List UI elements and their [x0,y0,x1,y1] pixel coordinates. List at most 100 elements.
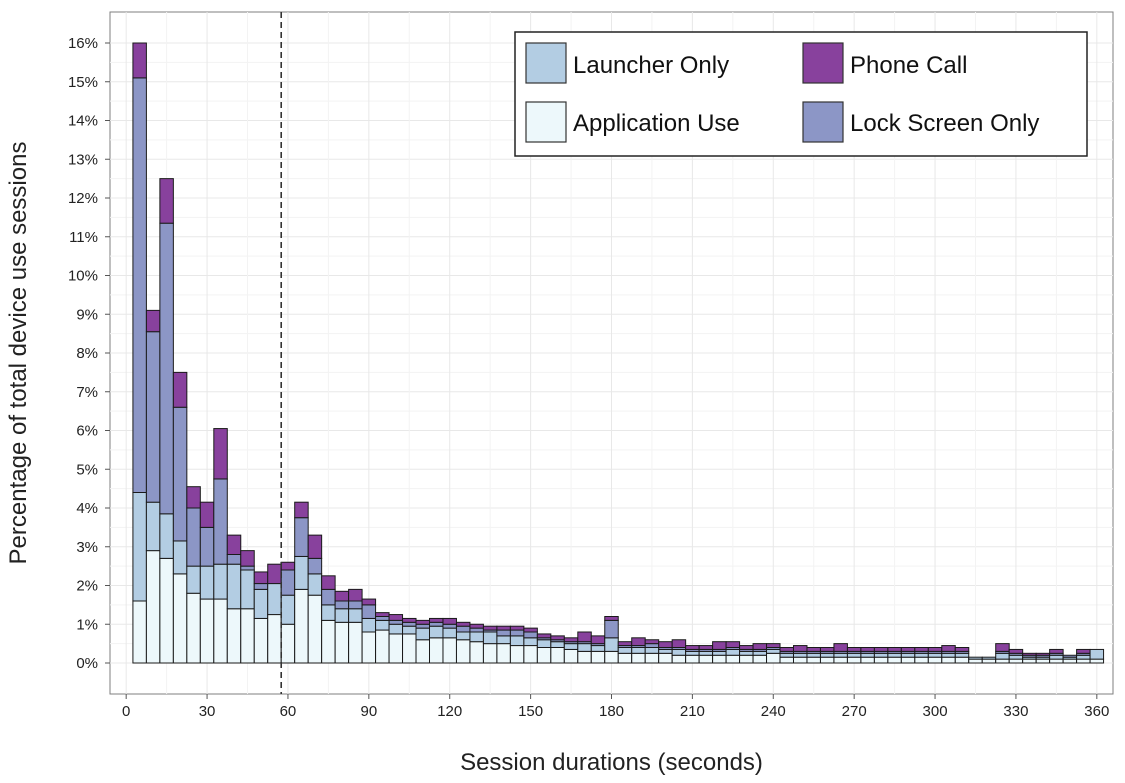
bar-phone-call [307,534,323,559]
bar-phone-call [806,647,821,652]
bar-application-use [199,598,215,664]
bar-phone-call [1049,648,1064,654]
bar-launcher-only [550,641,565,648]
bar-phone-call [833,643,848,652]
bar-launcher-only [361,617,377,633]
bar-phone-call [914,647,929,652]
y-axis-title: Percentage of total device use sessions [5,142,32,565]
bar-application-use [509,645,525,664]
bar-lock-screen-only [375,616,390,621]
bar-phone-call [482,625,498,631]
bar-phone-call [1035,652,1051,656]
bar-phone-call [321,575,336,590]
bar-application-use [712,654,727,664]
bar-phone-call [388,614,404,621]
bar-phone-call [766,643,781,648]
bar-launcher-only [523,637,538,647]
bar-launcher-only [509,635,525,647]
bar-launcher-only [388,623,404,635]
bar-phone-call [496,625,511,631]
bar-application-use [429,637,444,664]
bar-lock-screen-only [172,406,188,542]
bar-lock-screen-only [523,631,538,639]
bar-launcher-only [833,652,848,658]
y-tick-label: 5% [76,461,98,478]
bar-application-use [752,654,768,664]
bar-application-use [792,656,808,664]
bar-phone-call [927,647,943,652]
bar-launcher-only [186,565,201,594]
bar-phone-call [415,619,431,625]
bar-launcher-only [267,583,282,616]
bar-phone-call [442,617,457,625]
legend-label-application-use: Application Use [573,110,740,137]
bar-launcher-only [590,645,606,652]
bar-phone-call [941,645,956,652]
bar-launcher-only [334,608,350,623]
bar-phone-call [361,598,377,606]
bar-phone-call [536,633,552,639]
bar-lock-screen-only [307,557,323,575]
bar-application-use [941,656,956,664]
bar-launcher-only [752,650,768,656]
bar-application-use [253,617,269,664]
bar-phone-call [725,641,741,648]
bar-lock-screen-only [388,619,404,625]
bar-application-use [563,648,579,664]
bar-phone-call [1008,648,1024,654]
bar-launcher-only [981,656,997,660]
bar-lock-screen-only [226,554,242,565]
x-tick-label: 360 [1084,703,1109,720]
bar-launcher-only [348,608,363,623]
bar-application-use [1049,658,1064,664]
bar-launcher-only [968,656,983,660]
legend-swatch-application-use [525,101,567,143]
bar-phone-call [132,42,147,79]
bar-launcher-only [671,648,687,656]
bar-application-use [779,656,794,664]
bar-application-use [172,573,188,664]
bar-application-use [604,650,619,664]
bar-application-use [1062,658,1078,664]
y-tick-label: 10% [68,268,98,285]
bar-launcher-only [941,652,956,658]
bar-lock-screen-only [455,625,471,633]
bar-phone-call [860,647,875,652]
bar-application-use [873,656,889,664]
bar-application-use [860,656,875,664]
bar-application-use [415,639,431,664]
bar-lock-screen-only [469,627,484,633]
bar-launcher-only [145,501,161,552]
bar-launcher-only [199,565,215,600]
bar-launcher-only [873,652,889,658]
y-tick-label: 0% [76,655,98,672]
bar-phone-call [631,637,646,647]
bar-phone-call [509,625,525,631]
bar-lock-screen-only [402,621,417,627]
bar-application-use [240,608,255,664]
legend-label-lock-screen-only: Lock Screen Only [850,110,1039,137]
x-tick-label: 90 [360,703,377,720]
bar-launcher-only [712,650,727,656]
bar-phone-call [685,645,700,650]
bar-launcher-only [644,647,660,654]
bar-launcher-only [172,540,188,575]
bar-launcher-only [321,604,336,621]
bar-phone-call [779,647,794,652]
bar-launcher-only [159,513,174,559]
bar-phone-call [429,617,444,623]
bar-launcher-only [563,643,579,650]
bar-phone-call [186,486,201,509]
bar-lock-screen-only [415,623,431,629]
bar-phone-call [334,590,350,602]
bar-phone-call [995,643,1010,652]
x-tick-label: 270 [842,703,867,720]
y-tick-label: 1% [76,616,98,633]
bar-launcher-only [819,652,835,658]
bar-phone-call [253,571,269,585]
y-tick-label: 11% [69,229,98,246]
bar-application-use [442,637,457,664]
bar-lock-screen-only [294,517,309,557]
bar-launcher-only [900,652,916,658]
bar-launcher-only [132,492,147,602]
